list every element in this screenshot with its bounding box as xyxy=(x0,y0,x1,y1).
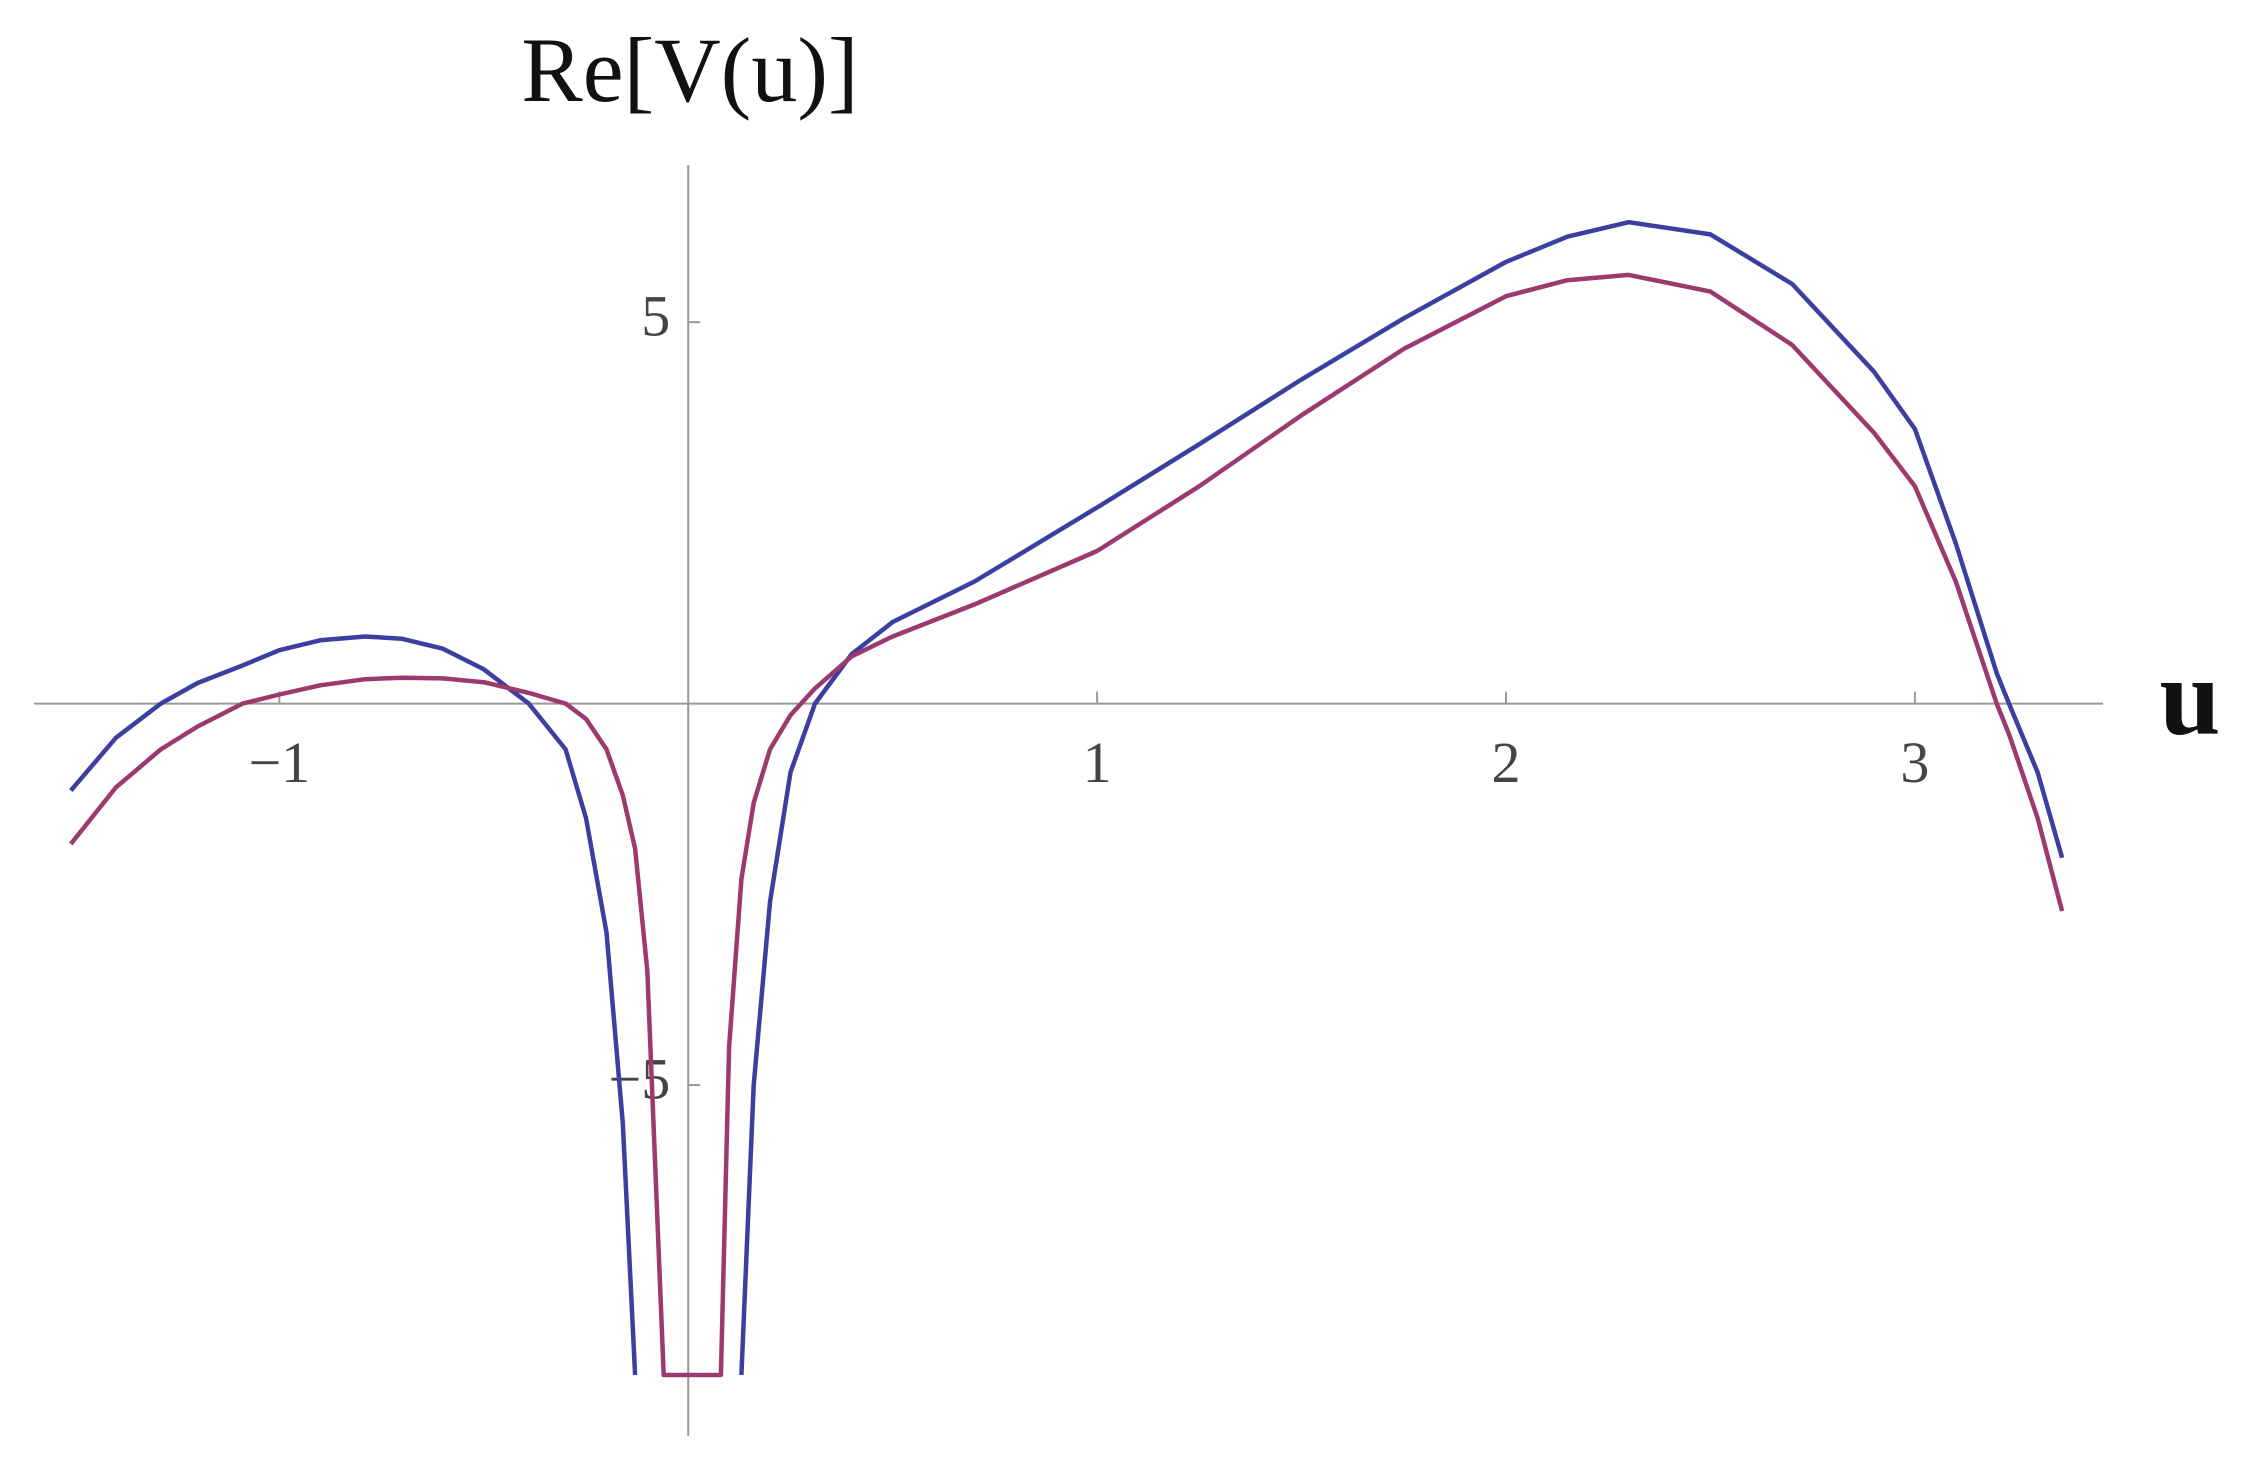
y-axis-label: Re[V(u)] xyxy=(521,19,858,121)
x-tick-label: 2 xyxy=(1492,730,1521,795)
x-tick-label: 1 xyxy=(1083,730,1112,795)
x-tick-label: 3 xyxy=(1900,730,1929,795)
series-line xyxy=(69,272,2065,1378)
x-axis-label: u xyxy=(2159,635,2220,757)
y-tick-label: 5 xyxy=(641,283,670,348)
x-tick-label: −1 xyxy=(248,730,310,795)
series-line xyxy=(69,219,2065,1376)
